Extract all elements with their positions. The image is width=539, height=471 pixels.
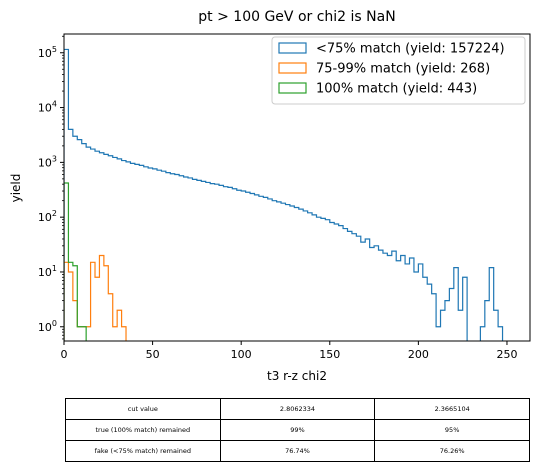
legend-label: <75% match (yield: 157224) — [316, 42, 505, 57]
legend-swatch — [278, 82, 307, 94]
legend-label: 100% match (yield: 443) — [316, 82, 477, 97]
table-row: true (100% match) remained 99% 95% — [65, 419, 530, 441]
table-row: cut value 2.8062334 2.3665104 — [65, 398, 530, 420]
series-layer — [64, 48, 504, 341]
series-line-0 — [64, 48, 504, 341]
legend-swatch — [278, 42, 307, 54]
y-tick-label: 105 — [38, 45, 57, 60]
table-cell: fake (<75% match) remained — [65, 440, 221, 462]
legend-swatch — [278, 62, 307, 74]
table-row: fake (<75% match) remained 76.74% 76.26% — [65, 440, 530, 462]
table-cell: 76.74% — [219, 440, 376, 462]
y-axis-ticks: 100 101 102 103 104 105 — [38, 35, 64, 340]
table-cell: 99% — [219, 419, 376, 441]
chart-title: pt > 100 GeV or chi2 is NaN — [198, 9, 395, 25]
y-tick-label: 104 — [38, 100, 57, 115]
legend: <75% match (yield: 157224) 75-99% match (… — [271, 36, 526, 105]
x-tick-label: 50 — [146, 348, 160, 361]
x-axis-label: t3 r-z chi2 — [267, 369, 327, 383]
x-tick-label: 150 — [319, 348, 340, 361]
y-tick-label: 100 — [38, 319, 57, 334]
x-tick-label: 200 — [408, 348, 429, 361]
plot-frame — [63, 33, 531, 342]
y-tick-label: 101 — [38, 264, 57, 279]
series-line-1 — [64, 254, 127, 341]
y-axis-label: yield — [9, 174, 23, 203]
legend-label: 75-99% match (yield: 268) — [316, 62, 490, 77]
table-cell: true (100% match) remained — [65, 419, 221, 441]
cut-summary-table: cut value 2.8062334 2.3665104 true (100%… — [65, 398, 530, 462]
table-cell: 2.3665104 — [374, 398, 530, 420]
x-tick-label: 0 — [61, 348, 68, 361]
table-cell: cut value — [65, 398, 221, 420]
x-tick-label: 250 — [496, 348, 517, 361]
x-axis-ticks: 0 50 100 150 200 250 — [61, 341, 517, 361]
series-line-2 — [64, 182, 87, 341]
legend-box — [271, 36, 526, 105]
y-tick-label: 102 — [38, 209, 57, 224]
histogram-chart: pt > 100 GeV or chi2 is NaN 0 50 100 150 200… — [9, 9, 531, 383]
table-cell: 76.26% — [374, 440, 530, 462]
y-tick-label: 103 — [38, 154, 57, 169]
x-tick-label: 100 — [231, 348, 252, 361]
table-cell: 95% — [374, 419, 530, 441]
table-cell: 2.8062334 — [219, 398, 376, 420]
